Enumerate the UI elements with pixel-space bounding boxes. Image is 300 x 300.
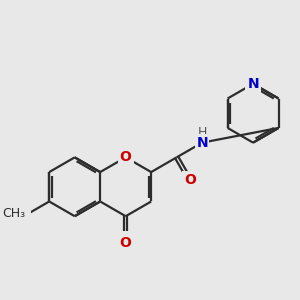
Text: N: N bbox=[196, 136, 208, 150]
Text: O: O bbox=[120, 236, 132, 250]
Text: N: N bbox=[247, 77, 259, 91]
Text: H: H bbox=[197, 126, 207, 139]
Text: CH₃: CH₃ bbox=[2, 208, 25, 220]
Text: O: O bbox=[184, 173, 196, 187]
Text: O: O bbox=[120, 150, 132, 164]
